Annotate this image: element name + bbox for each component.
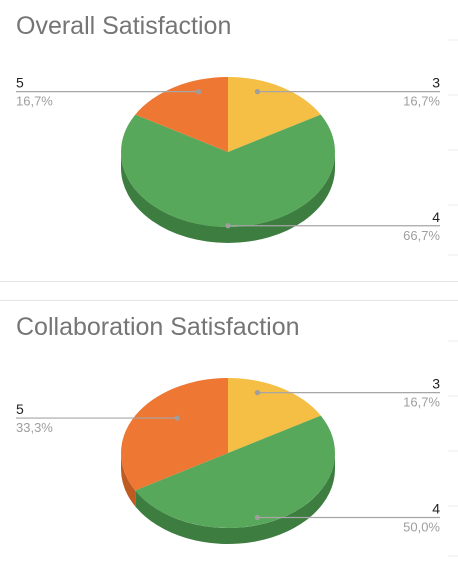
slice-percent-label-5: 16,7% <box>16 94 53 109</box>
chart-separator <box>0 281 458 301</box>
leader-dot-4 <box>254 514 260 521</box>
pie-slice-side-4 <box>121 152 335 243</box>
pie-slice-side-4 <box>135 453 335 544</box>
slice-category-label-5: 5 <box>16 401 24 417</box>
pie-slice-3 <box>228 378 321 453</box>
chart-title: Overall Satisfaction <box>16 12 232 40</box>
collaboration-satisfaction-chart: Collaboration Satisfaction 3 16,7% 4 50,0% 5… <box>0 301 458 582</box>
slice-percent-label-4: 50,0% <box>403 519 440 534</box>
slice-category-label-4: 4 <box>432 209 440 225</box>
pie-slice-5 <box>135 77 228 152</box>
leader-dot-4 <box>225 223 231 229</box>
slice-percent-label-3: 16,7% <box>403 395 440 410</box>
chart-title: Collaboration Satisfaction <box>16 313 300 341</box>
leader-dot-3 <box>254 89 261 95</box>
leader-dot-3 <box>254 390 261 396</box>
slice-percent-label-4: 66,7% <box>403 228 440 243</box>
overall-satisfaction-chart: Overall Satisfaction 3 16,7% 4 66,7% 5 16,7% <box>0 0 458 281</box>
slice-category-label-3: 3 <box>432 75 440 91</box>
collaboration-pie-svg: 3 16,7% 4 50,0% 5 33,3% <box>16 340 458 557</box>
leader-dot-5 <box>174 415 180 421</box>
slice-percent-label-5: 33,3% <box>16 420 53 435</box>
slice-category-label-4: 4 <box>432 500 440 516</box>
pie-slice-5 <box>120 378 228 491</box>
pie-slice-side-5 <box>120 453 136 507</box>
overall-pie-svg: 3 16,7% 4 66,7% 5 16,7% <box>16 39 458 256</box>
pie-slice-3 <box>228 77 321 152</box>
slice-category-label-3: 3 <box>432 376 440 392</box>
leader-dot-5 <box>195 89 202 95</box>
pie-slice-4 <box>120 114 335 227</box>
pie-slice-4 <box>135 415 335 528</box>
slice-category-label-5: 5 <box>16 75 24 91</box>
slice-percent-label-3: 16,7% <box>403 94 440 109</box>
